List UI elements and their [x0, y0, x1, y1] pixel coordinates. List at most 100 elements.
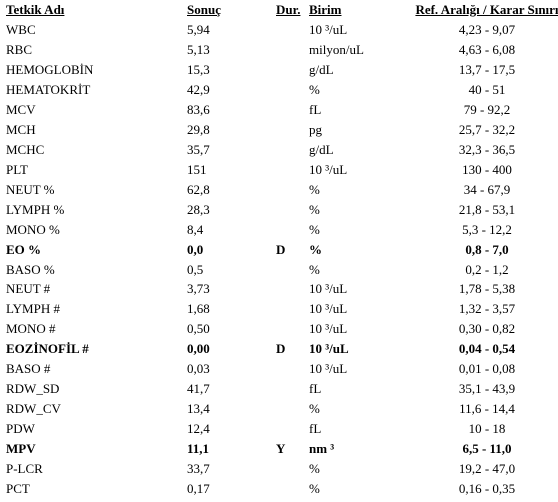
result: 29,8	[187, 121, 210, 137]
result: 3,73	[187, 281, 210, 297]
test-name: HEMOGLOBİN	[6, 61, 94, 77]
reference-range: 0,04 - 0,54	[458, 341, 516, 357]
reference-range: 0,8 - 7,0	[465, 241, 509, 257]
result: 11,1	[187, 441, 210, 457]
test-name: EOZİNOFİL #	[6, 341, 89, 357]
unit: %	[309, 241, 322, 257]
unit: 10 ³/uL	[309, 161, 348, 177]
unit: g/dL	[309, 141, 334, 157]
unit: pg	[309, 121, 322, 137]
reference-range: 1,78 - 5,38	[458, 281, 516, 297]
reference-range: 4,23 - 9,07	[458, 22, 516, 37]
reference-range: 13,7 - 17,5	[458, 61, 516, 77]
unit: %	[309, 221, 320, 237]
result: 41,7	[187, 381, 210, 397]
unit: %	[309, 481, 320, 497]
reference-range: 1,32 - 3,57	[458, 301, 516, 317]
reference-range: 34 - 67,9	[463, 181, 511, 197]
reference-range: 21,8 - 53,1	[458, 201, 516, 217]
reference-range: 19,2 - 47,0	[458, 461, 516, 477]
reference-range: 0,30 - 0,82	[458, 321, 516, 337]
result: 5,13	[187, 41, 210, 57]
test-name: MCHC	[6, 141, 45, 157]
unit: 10 ³/uL	[309, 341, 349, 357]
reference-range: 6,5 - 11,0	[462, 441, 512, 457]
unit: %	[309, 181, 320, 197]
test-name: MONO #	[6, 321, 56, 337]
result: 0,5	[187, 261, 204, 277]
reference-range: 0,01 - 0,08	[458, 361, 516, 377]
test-name: Tetkik Adı	[6, 2, 65, 17]
result: 151	[187, 161, 207, 177]
result: 0,50	[187, 321, 210, 337]
unit: Birim	[309, 2, 342, 17]
result: 15,3	[187, 61, 210, 77]
test-name: MCV	[6, 101, 36, 117]
flag: D	[276, 241, 286, 257]
result: 5,94	[187, 22, 210, 37]
result: 0,03	[187, 361, 210, 377]
reference-range: 79 - 92,2	[463, 101, 511, 117]
unit: %	[309, 201, 320, 217]
result: 35,7	[187, 141, 210, 157]
unit: 10 ³/uL	[309, 321, 348, 337]
unit: milyon/uL	[309, 41, 364, 57]
test-name: MCH	[6, 121, 36, 137]
unit: fL	[309, 381, 322, 397]
result: 62,8	[187, 181, 210, 197]
unit: 10 ³/uL	[309, 301, 348, 317]
result: Sonuç	[187, 2, 221, 17]
flag: Y	[276, 441, 286, 457]
unit: g/dL	[309, 61, 334, 77]
result: 83,6	[187, 101, 210, 117]
test-name: RBC	[6, 41, 33, 57]
unit: 10 ³/uL	[309, 281, 348, 297]
reference-range: 25,7 - 32,2	[458, 121, 516, 137]
result: 28,3	[187, 201, 210, 217]
test-name: RDW_CV	[6, 401, 61, 417]
unit: %	[309, 81, 320, 97]
result: 13,4	[187, 401, 210, 417]
unit: %	[309, 261, 320, 277]
unit: %	[309, 461, 320, 477]
unit: 10 ³/uL	[309, 22, 348, 37]
result: 0,00	[187, 341, 210, 357]
reference-range: 10 - 18	[468, 421, 506, 437]
result: 0,0	[187, 241, 204, 257]
unit: nm ³	[309, 441, 335, 457]
test-name: MONO %	[6, 221, 60, 237]
test-name: MPV	[6, 441, 36, 457]
reference-range: 40 - 51	[468, 81, 506, 97]
unit: %	[309, 401, 320, 417]
reference-range: 130 - 400	[462, 161, 512, 177]
flag: D	[276, 341, 286, 357]
result: 33,7	[187, 461, 210, 477]
test-name: LYMPH #	[6, 301, 60, 317]
test-name: BASO %	[6, 261, 55, 277]
reference-range: 32,3 - 36,5	[458, 141, 516, 157]
flag: Dur.	[276, 2, 301, 17]
result: 0,17	[187, 481, 210, 497]
test-name: RDW_SD	[6, 381, 60, 397]
result: 12,4	[187, 421, 210, 437]
test-name: EO %	[6, 241, 42, 257]
reference-range: 11,6 - 14,4	[459, 401, 515, 417]
unit: 10 ³/uL	[309, 361, 348, 377]
test-name: P-LCR	[6, 461, 43, 477]
reference-range: 0,16 - 0,35	[458, 481, 516, 497]
reference-range: 4,63 - 6,08	[458, 41, 516, 57]
test-name: NEUT %	[6, 181, 55, 197]
test-name: PCT	[6, 481, 30, 497]
test-name: PLT	[6, 161, 28, 177]
result: 1,68	[187, 301, 210, 317]
test-name: HEMATOKRİT	[6, 81, 91, 97]
reference-range: 0,2 - 1,2	[465, 261, 509, 277]
reference-range: 35,1 - 43,9	[458, 381, 516, 397]
test-name: NEUT #	[6, 281, 51, 297]
unit: fL	[309, 421, 322, 437]
result: 8,4	[187, 221, 204, 237]
reference-range: Ref. Aralığı / Karar Sınırı	[415, 2, 558, 17]
unit: fL	[309, 101, 322, 117]
test-name: BASO #	[6, 361, 51, 377]
